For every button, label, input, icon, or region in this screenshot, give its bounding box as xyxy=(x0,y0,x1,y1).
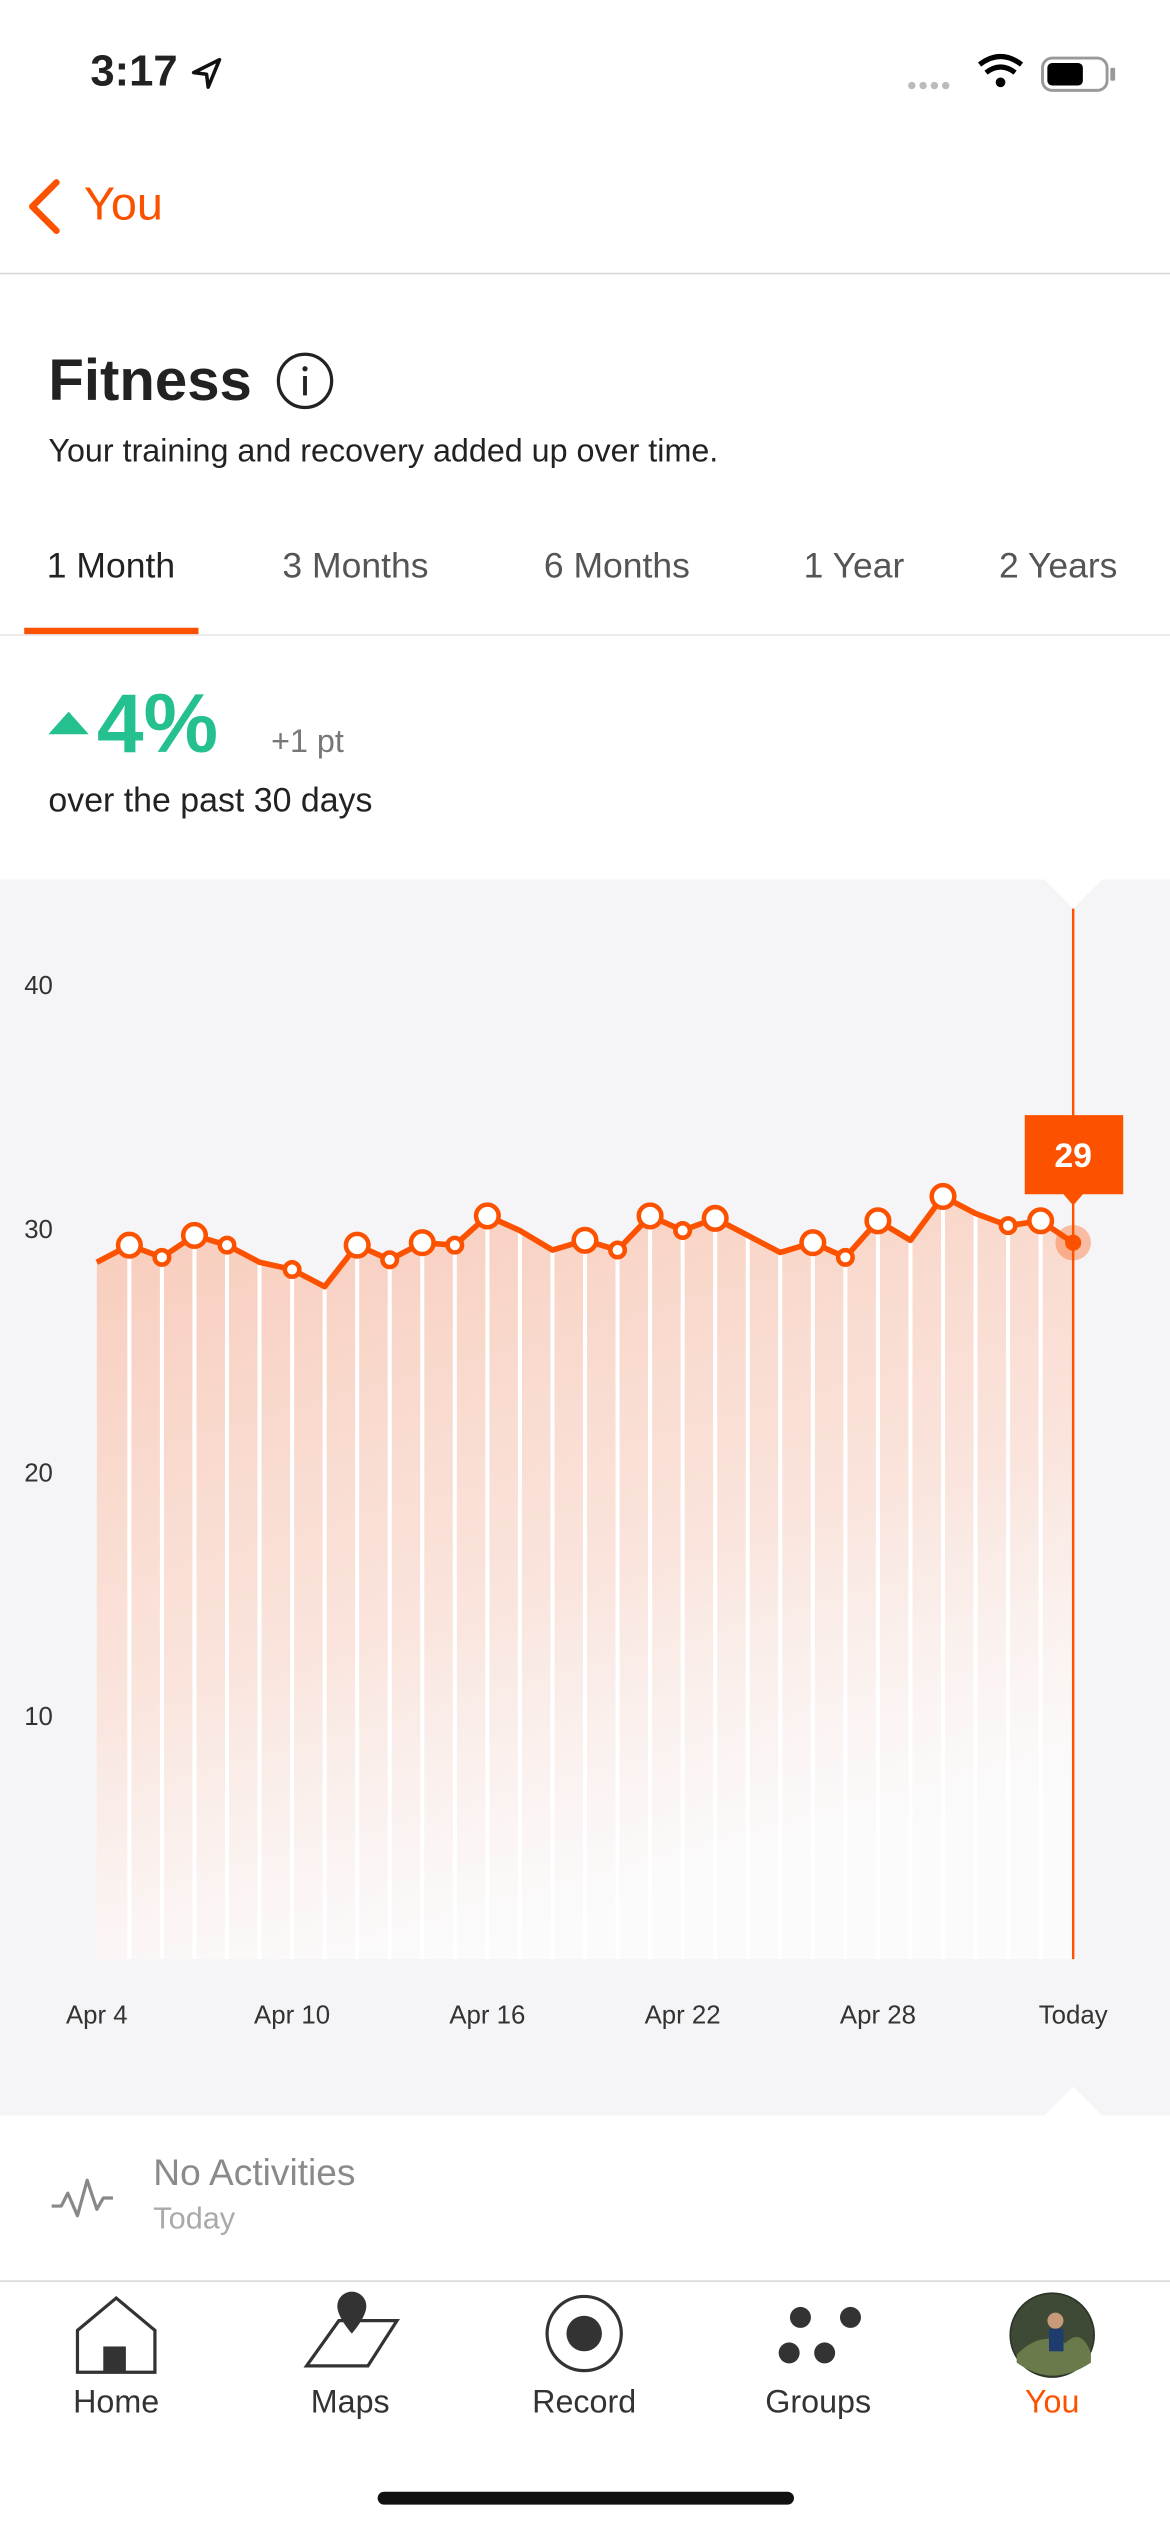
selected-point xyxy=(1065,1234,1082,1251)
y-tick-label: 10 xyxy=(24,1703,53,1731)
activity-point xyxy=(1027,1207,1055,1235)
tab-label[interactable]: You xyxy=(1024,2385,1080,2421)
x-tick-label: Apr 4 xyxy=(66,2002,128,2030)
activity-date: Today xyxy=(153,2202,236,2237)
activity-point xyxy=(408,1229,436,1257)
tab-icons xyxy=(75,2291,1095,2378)
activity-point xyxy=(217,1235,237,1255)
activity-point xyxy=(701,1204,729,1232)
activity-title: No Activities xyxy=(153,2151,356,2194)
tab-label[interactable]: Home xyxy=(73,2385,160,2421)
groups-icon[interactable] xyxy=(778,2306,861,2364)
activity-point xyxy=(445,1235,465,1255)
activity-point xyxy=(835,1247,855,1267)
y-tick-label: 40 xyxy=(24,972,53,1000)
divider xyxy=(0,272,1170,275)
bottom-notch xyxy=(1044,2086,1103,2116)
fitness-chart: 10 20 30 40 Apr 4 Apr 10 Apr 16 Apr 22 Apr 28 Tod… xyxy=(0,879,1170,2116)
activity-point xyxy=(152,1247,172,1267)
fitness-change: 4% xyxy=(96,677,219,772)
range-tab[interactable]: 1 Month xyxy=(46,545,176,586)
home-icon[interactable] xyxy=(75,2295,157,2374)
activity-point xyxy=(380,1250,400,1270)
activity-icon xyxy=(51,2178,113,2218)
activity-point xyxy=(571,1226,599,1254)
activity-point xyxy=(343,1231,371,1259)
activity-point xyxy=(998,1216,1018,1236)
activity-point xyxy=(864,1207,892,1235)
page-title: Fitness xyxy=(48,346,252,414)
chart-notch xyxy=(1044,879,1103,909)
activity-point xyxy=(799,1229,827,1257)
avatar[interactable] xyxy=(1009,2292,1095,2378)
period: over the past 30 days xyxy=(48,782,373,820)
subtitle: Your training and recovery added up over… xyxy=(48,434,719,470)
activity-point xyxy=(673,1221,693,1241)
maps-icon[interactable] xyxy=(303,2291,400,2368)
activity-point xyxy=(473,1202,501,1230)
up-arrow xyxy=(48,711,89,735)
tooltip-value: 29 xyxy=(1054,1137,1092,1175)
tab-label[interactable]: Groups xyxy=(765,2385,872,2421)
activity-point xyxy=(929,1182,957,1210)
info-button[interactable] xyxy=(274,350,335,411)
points-change: +1 pt xyxy=(271,724,344,761)
status-time: 3:17 xyxy=(90,46,178,96)
record-icon[interactable] xyxy=(545,2294,623,2373)
tab-indicator xyxy=(24,627,198,635)
tooltip xyxy=(1024,1115,1124,1206)
location-icon xyxy=(191,57,222,89)
range-tab[interactable]: 1 Year xyxy=(803,545,905,586)
activity-point xyxy=(608,1240,628,1260)
range-tab[interactable]: 6 Months xyxy=(543,545,690,586)
divider xyxy=(0,2280,1170,2282)
x-tick-label: Apr 28 xyxy=(840,2002,916,2030)
activity-point xyxy=(636,1202,664,1230)
tab-label[interactable]: Maps xyxy=(310,2385,390,2421)
range-tab[interactable]: 2 Years xyxy=(998,545,1118,586)
activity-point xyxy=(180,1221,209,1249)
status-icons xyxy=(908,53,1116,92)
y-tick-label: 30 xyxy=(24,1216,53,1244)
x-tick-label: Apr 10 xyxy=(254,2002,330,2030)
y-tick-label: 20 xyxy=(24,1459,53,1487)
tab-label[interactable]: Record xyxy=(532,2385,637,2421)
x-tick-label: Apr 16 xyxy=(449,2002,525,2030)
range-tab[interactable]: 3 Months xyxy=(282,545,429,586)
activity-point xyxy=(282,1260,302,1280)
activity-point xyxy=(115,1231,143,1259)
x-tick-label: Apr 22 xyxy=(645,2002,721,2030)
x-tick-label: Today xyxy=(1039,2002,1108,2030)
divider xyxy=(0,634,1170,636)
back-chevron[interactable] xyxy=(23,178,68,239)
home-indicator xyxy=(377,2491,794,2505)
back-button[interactable]: You xyxy=(83,179,163,231)
